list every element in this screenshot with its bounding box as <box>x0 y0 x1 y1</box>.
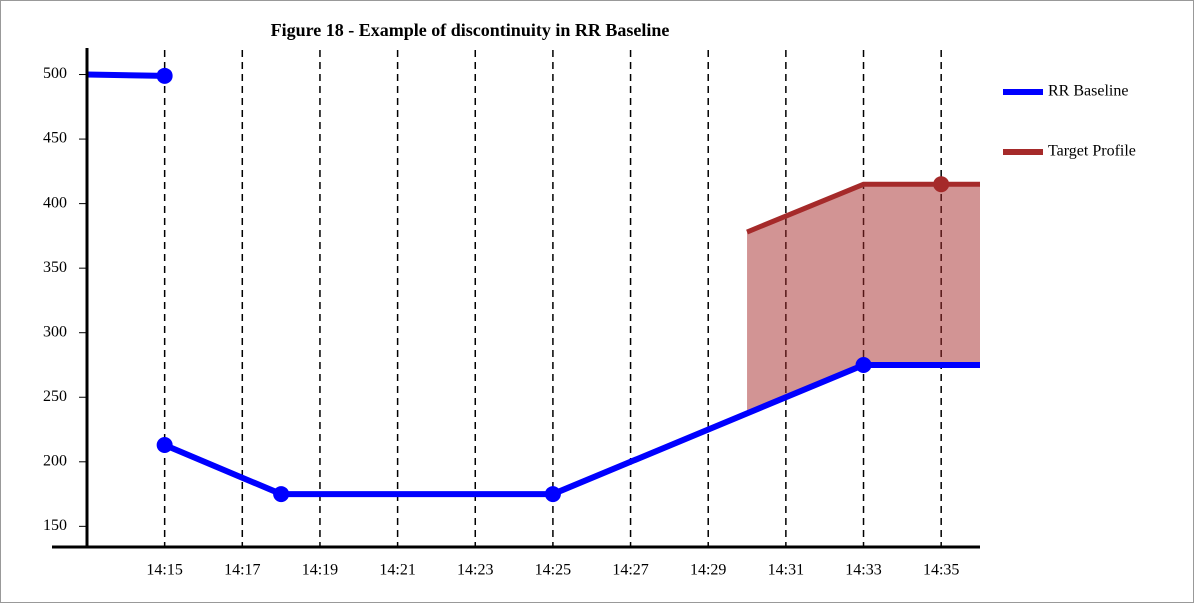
x-tick-label: 14:17 <box>224 562 260 579</box>
y-tick-label: 350 <box>43 259 67 276</box>
series-line <box>746 181 980 235</box>
x-tick-label: 14:31 <box>768 562 804 579</box>
x-tick-label: 14:25 <box>535 562 571 579</box>
data-point <box>855 356 872 373</box>
x-tick-label: 14:29 <box>690 562 726 579</box>
data-point <box>933 176 950 193</box>
y-tick-label: 500 <box>43 65 67 82</box>
area-fill <box>747 184 980 414</box>
data-point <box>544 486 561 503</box>
y-tick-label: 250 <box>43 388 67 405</box>
x-tick-label: 14:19 <box>302 562 338 579</box>
x-tick-label: 14:35 <box>923 562 959 579</box>
x-tick-label: 14:27 <box>612 562 648 579</box>
data-point <box>156 67 173 84</box>
y-tick-label: 200 <box>43 452 67 469</box>
chart-title: Figure 18 - Example of discontinuity in … <box>271 20 670 40</box>
y-tick-label: 450 <box>43 130 67 147</box>
x-tick-label: 14:23 <box>457 562 493 579</box>
y-tick-label: 400 <box>43 194 67 211</box>
data-point <box>273 486 290 503</box>
x-tick-label: 14:33 <box>845 562 881 579</box>
legend-label: RR Baseline <box>1048 83 1128 100</box>
legend-label: Target Profile <box>1048 143 1136 160</box>
data-point <box>156 437 173 454</box>
x-tick-label: 14:15 <box>146 562 182 579</box>
x-tick-label: 14:21 <box>379 562 415 579</box>
y-tick-label: 300 <box>43 323 67 340</box>
y-tick-label: 150 <box>43 517 67 534</box>
